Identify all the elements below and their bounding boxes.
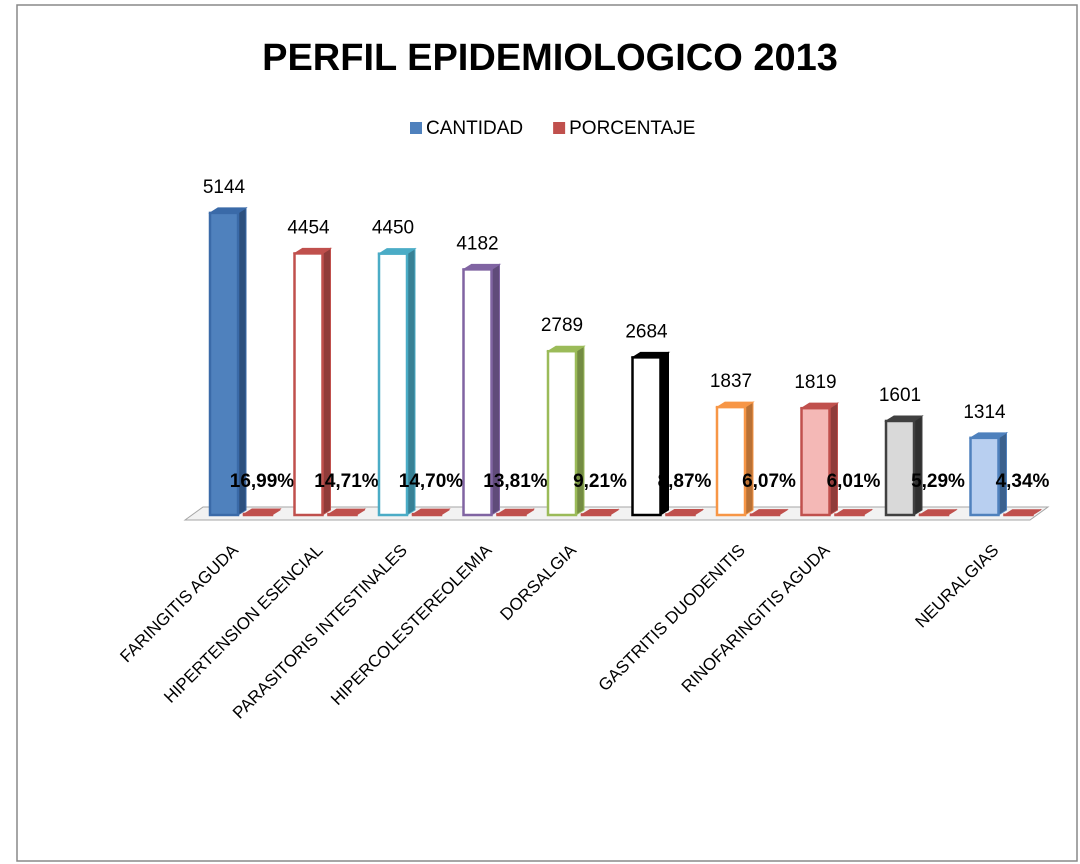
- bar: [327, 512, 358, 517]
- chart-title: PERFIL EPIDEMIOLOGICO 2013: [262, 37, 838, 79]
- bar: [377, 252, 409, 517]
- legend-swatch: [410, 122, 422, 134]
- bar: [208, 211, 240, 517]
- legend-label: CANTIDAD: [426, 118, 523, 139]
- bar: [631, 356, 662, 517]
- data-label: 1819: [794, 372, 836, 393]
- data-label: 1314: [963, 402, 1006, 423]
- data-label: 4182: [456, 233, 498, 254]
- data-label: 5,29%: [911, 471, 965, 492]
- bar: [293, 252, 324, 517]
- data-label: 8,87%: [658, 471, 712, 492]
- data-label: 4,34%: [996, 471, 1050, 492]
- bar: [665, 513, 696, 517]
- data-label: 2684: [625, 321, 668, 342]
- data-label: 1837: [710, 371, 752, 392]
- data-label: 4454: [287, 217, 330, 238]
- bar: [580, 513, 612, 517]
- data-label: 6,07%: [742, 471, 796, 492]
- bar: [546, 349, 578, 517]
- data-label: 9,21%: [573, 471, 627, 492]
- data-label: 5144: [203, 177, 246, 198]
- data-label: 1601: [879, 385, 921, 406]
- bar: [496, 512, 527, 517]
- data-label: 14,70%: [399, 471, 464, 492]
- data-label: 4450: [372, 218, 414, 239]
- legend-swatch: [553, 122, 566, 134]
- bar: [884, 419, 916, 517]
- bar: [969, 436, 1000, 517]
- data-label: 6,01%: [827, 471, 881, 492]
- data-label: 13,81%: [483, 471, 548, 492]
- data-label: 14,71%: [314, 471, 379, 492]
- bar: [462, 268, 493, 517]
- data-label: 2789: [541, 315, 583, 336]
- bar: [715, 405, 747, 517]
- bar: [800, 406, 831, 517]
- legend-label: PORCENTAJE: [569, 118, 695, 139]
- bar: [411, 512, 443, 517]
- bar: [242, 512, 274, 517]
- data-label: 16,99%: [230, 471, 295, 492]
